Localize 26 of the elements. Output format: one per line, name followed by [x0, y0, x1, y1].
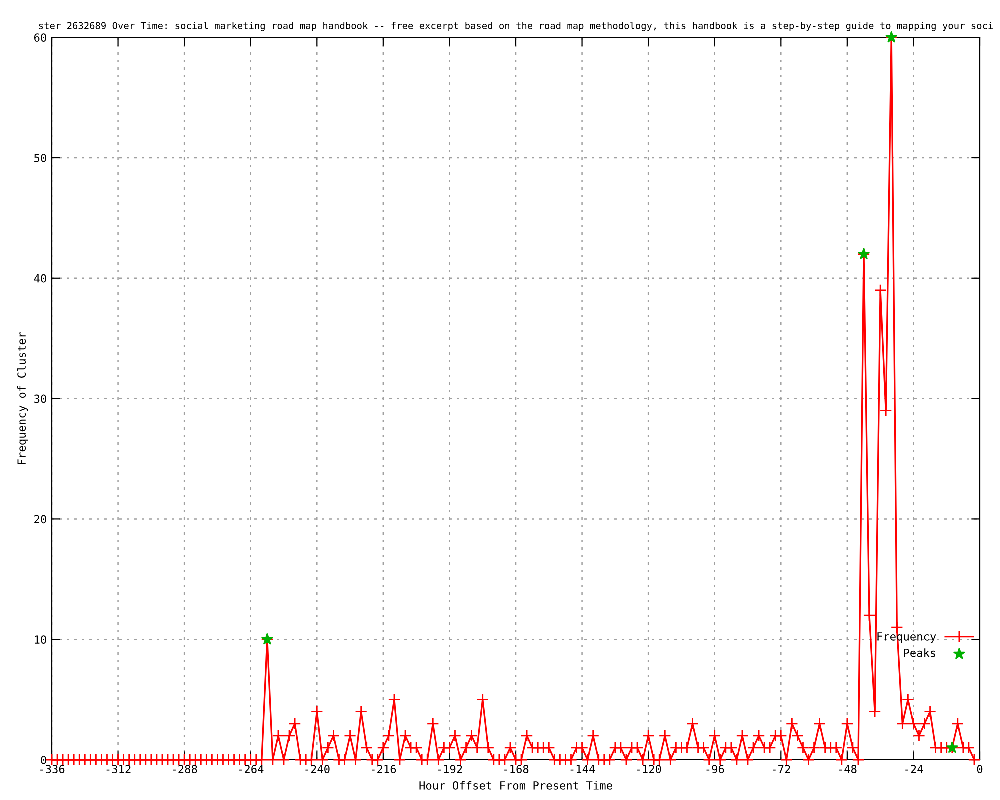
x-tick-label: -192 [438, 765, 462, 774]
x-tick-label: -144 [570, 765, 596, 774]
x-tick-label: -168 [504, 765, 529, 774]
x-axis-title: Hour Offset From Present Time [420, 781, 612, 790]
y-tick-label: 0 [41, 756, 46, 764]
x-tick-label: 0 [977, 765, 983, 774]
x-tick-label: -312 [106, 765, 131, 774]
x-tick-label: -96 [706, 765, 724, 774]
x-tick-label: -120 [637, 765, 662, 774]
y-tick-label: 50 [34, 154, 46, 162]
x-tick-label: -336 [40, 765, 65, 774]
y-axis-title: Frequency of Cluster [17, 332, 28, 464]
y-tick-label: 60 [34, 34, 46, 42]
y-tick-label: 10 [35, 636, 46, 644]
y-tick-label: 40 [34, 274, 46, 283]
x-tick-label: -240 [306, 765, 330, 774]
y-tick-label: 20 [34, 515, 46, 524]
x-tick-label: -24 [906, 765, 924, 774]
x-tick-label: -264 [239, 765, 264, 774]
legend-label: Peaks [904, 648, 936, 658]
chart-title: ster 2632689 Over Time: social marketing road map handbook -- free excerpt based on the road map methodology, this handbook is a step-by-step guide to mapping your soci [39, 22, 993, 32]
x-tick-label: -216 [372, 765, 396, 774]
x-tick-label: -72 [773, 765, 790, 774]
x-tick-label: -288 [173, 765, 198, 774]
x-tick-label: -48 [839, 765, 857, 774]
y-tick-label: 30 [34, 394, 46, 404]
